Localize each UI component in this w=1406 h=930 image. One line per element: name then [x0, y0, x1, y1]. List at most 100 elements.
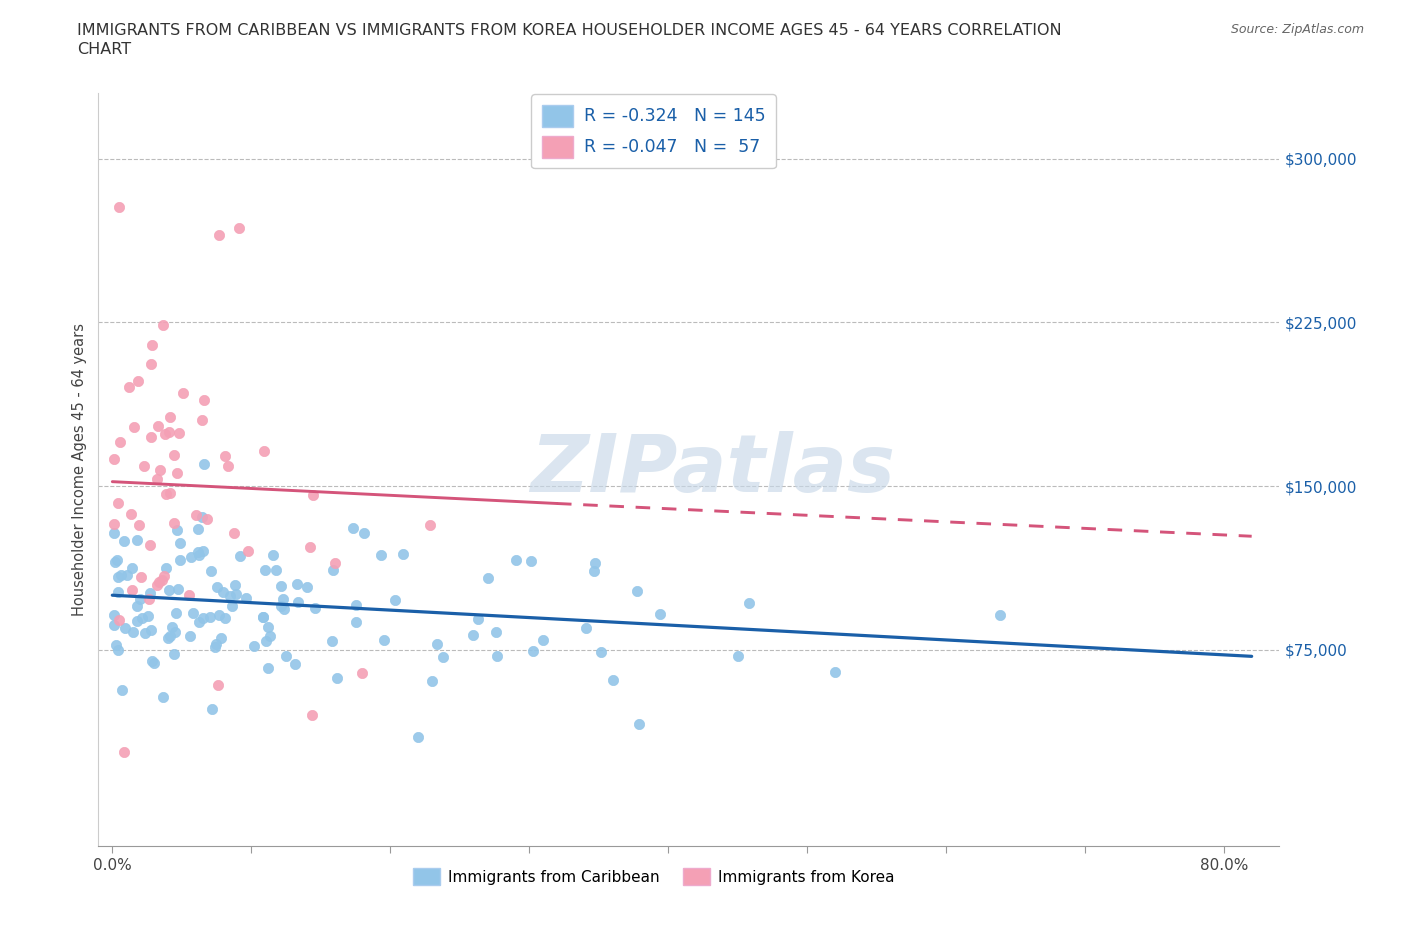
Point — [163, 646, 186, 661]
Point — [141, 623, 163, 638]
Point — [344, 597, 367, 612]
Point — [121, 583, 143, 598]
Text: Source: ZipAtlas.com: Source: ZipAtlas.com — [1230, 23, 1364, 36]
Point — [342, 520, 364, 535]
Point — [284, 657, 307, 671]
Point — [432, 649, 454, 664]
Point — [214, 610, 236, 625]
Point — [152, 573, 174, 588]
Point — [153, 426, 176, 441]
Point — [134, 625, 156, 640]
Point — [273, 591, 295, 606]
Point — [287, 595, 309, 610]
Point — [252, 609, 274, 624]
Point — [270, 599, 292, 614]
Point — [191, 510, 214, 525]
Point — [139, 585, 162, 600]
Point — [322, 563, 344, 578]
Point — [180, 550, 202, 565]
Point — [107, 496, 129, 511]
Point — [190, 412, 212, 427]
Point — [156, 631, 179, 645]
Point — [214, 448, 236, 463]
Point — [520, 553, 543, 568]
Point — [163, 515, 186, 530]
Point — [169, 536, 191, 551]
Point — [166, 606, 188, 621]
Point — [235, 591, 257, 605]
Point — [627, 716, 650, 731]
Point — [132, 458, 155, 473]
Text: CHART: CHART — [77, 42, 131, 57]
Point — [373, 632, 395, 647]
Point — [198, 609, 221, 624]
Point — [205, 636, 228, 651]
Point — [160, 619, 183, 634]
Point — [104, 637, 127, 652]
Point — [217, 458, 239, 473]
Point — [152, 568, 174, 583]
Point — [193, 457, 215, 472]
Point — [253, 563, 276, 578]
Point — [467, 611, 489, 626]
Point — [128, 518, 150, 533]
Text: IMMIGRANTS FROM CARIBBEAN VS IMMIGRANTS FROM KOREA HOUSEHOLDER INCOME AGES 45 - : IMMIGRANTS FROM CARIBBEAN VS IMMIGRANTS … — [77, 23, 1062, 38]
Point — [204, 640, 226, 655]
Point — [122, 419, 145, 434]
Point — [602, 672, 624, 687]
Point — [352, 666, 374, 681]
Point — [110, 434, 132, 449]
Point — [195, 512, 218, 526]
Point — [107, 613, 129, 628]
Point — [166, 466, 188, 481]
Y-axis label: Householder Income Ages 45 - 64 years: Householder Income Ages 45 - 64 years — [72, 323, 87, 617]
Point — [129, 591, 152, 606]
Point — [188, 548, 211, 563]
Point — [138, 608, 160, 623]
Point — [138, 591, 160, 606]
Point — [187, 545, 209, 560]
Point — [589, 644, 612, 659]
Point — [582, 564, 605, 578]
Point — [146, 578, 169, 592]
Text: ZIPatlas: ZIPatlas — [530, 431, 896, 509]
Point — [121, 560, 143, 575]
Legend: Immigrants from Caribbean, Immigrants from Korea: Immigrants from Caribbean, Immigrants fr… — [406, 861, 900, 891]
Point — [270, 578, 292, 593]
Point — [370, 548, 392, 563]
Point — [129, 569, 152, 584]
Point — [142, 656, 165, 671]
Point — [990, 607, 1012, 622]
Point — [110, 568, 132, 583]
Point — [115, 567, 138, 582]
Point — [163, 625, 186, 640]
Point — [477, 571, 499, 586]
Point — [179, 629, 201, 644]
Point — [167, 425, 190, 440]
Point — [209, 631, 232, 645]
Point — [304, 600, 326, 615]
Point — [125, 532, 148, 547]
Point — [212, 585, 235, 600]
Point — [208, 228, 231, 243]
Point — [125, 613, 148, 628]
Point — [149, 463, 172, 478]
Point — [207, 607, 229, 622]
Point — [285, 577, 308, 591]
Point — [103, 618, 125, 632]
Point — [120, 506, 142, 521]
Point — [486, 649, 509, 664]
Point — [108, 199, 131, 214]
Point — [104, 554, 127, 569]
Point — [152, 317, 174, 332]
Point — [103, 451, 125, 466]
Point — [103, 607, 125, 622]
Point — [177, 588, 200, 603]
Point — [139, 538, 162, 552]
Point — [650, 606, 672, 621]
Point — [166, 523, 188, 538]
Point — [205, 579, 228, 594]
Point — [727, 649, 749, 664]
Point — [426, 636, 449, 651]
Point — [107, 643, 129, 658]
